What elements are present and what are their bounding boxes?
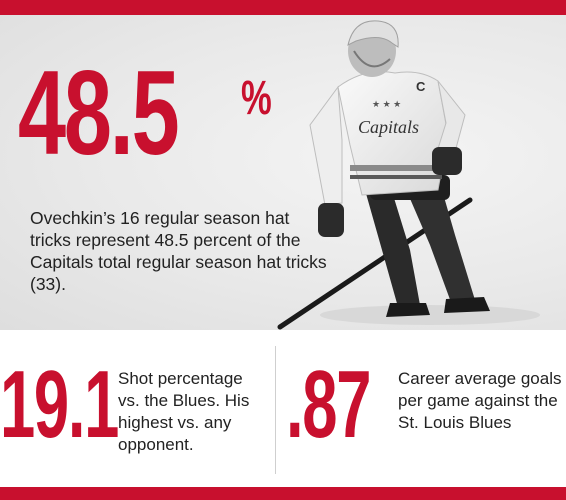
shot-percentage-text: Shot percentage vs. the Blues. His highe… (118, 369, 250, 454)
hockey-player-photo: Capitals ★ ★ ★ C (277, 20, 540, 330)
shot-percentage-value: 19.1 (0, 351, 119, 458)
top-accent-bar (0, 0, 566, 15)
stats-row: 19.1 Shot percentage vs. the Blues. His … (0, 330, 566, 485)
jersey-wordmark: Capitals (358, 117, 419, 137)
goals-per-game-text: Career average goals per game against th… (398, 369, 562, 432)
hero-big-number: 48.5 (18, 46, 180, 180)
hero-big-stat: 48.5 % (18, 53, 284, 173)
stats-divider (275, 346, 276, 474)
svg-text:★ ★ ★: ★ ★ ★ (372, 99, 401, 109)
hero-description: Ovechkin’s 16 regular season hat tricks … (30, 208, 327, 294)
goals-per-game-value: .87 (286, 351, 371, 458)
captain-letter: C (416, 79, 426, 94)
hero-panel: 48.5 % Ovechkin’s 16 regular season hat … (0, 15, 566, 330)
hero-percent-sign: % (241, 72, 272, 125)
bottom-accent-bar (0, 487, 566, 500)
